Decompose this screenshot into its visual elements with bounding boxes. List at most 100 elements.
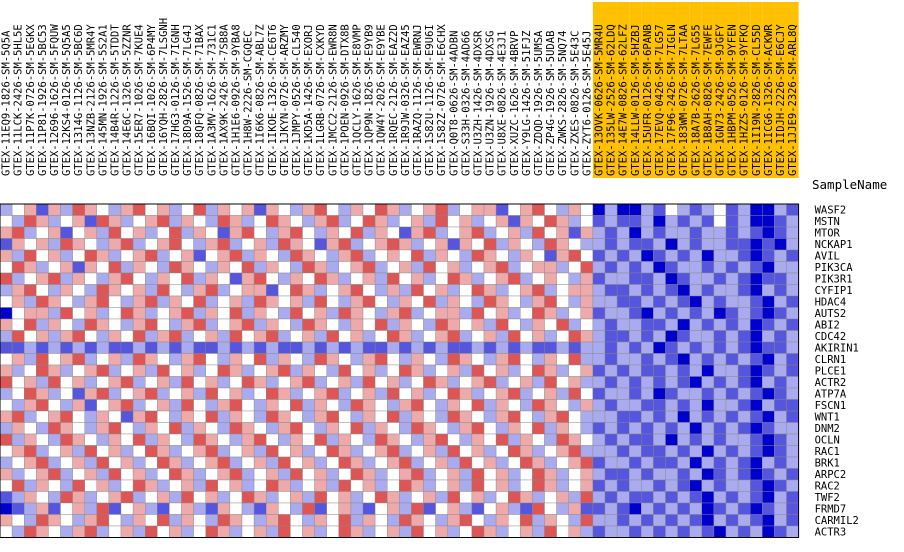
- heatmap-cell: [435, 215, 448, 228]
- heatmap-cell: [217, 330, 231, 343]
- heatmap-cell: [144, 284, 158, 297]
- heatmap-cell: [181, 272, 194, 285]
- heatmap-cell: [24, 284, 37, 297]
- heatmap-cell: [604, 456, 618, 469]
- heatmap-cell: [217, 491, 231, 504]
- heatmap-cell: [24, 272, 37, 285]
- heatmap-cell: [677, 364, 690, 377]
- heatmap-cell: [399, 399, 412, 412]
- heatmap-cell: [580, 479, 594, 492]
- heatmap-cell: [278, 341, 291, 354]
- heatmap-cell: [653, 433, 666, 446]
- heatmap-cell: [362, 272, 376, 285]
- heatmap-cell: [713, 399, 727, 412]
- heatmap-cell: [338, 445, 352, 458]
- heatmap-cell: [314, 502, 327, 515]
- heatmap-cell: [108, 215, 122, 228]
- heatmap-cell: [374, 468, 388, 481]
- heatmap-cell: [48, 376, 61, 389]
- heatmap-cell: [423, 433, 436, 446]
- heatmap-cell: [677, 238, 690, 251]
- heatmap-cell: [84, 249, 97, 262]
- heatmap-cell: [604, 364, 618, 377]
- heatmap-cell: [193, 468, 206, 481]
- heatmap-cell: [302, 422, 315, 435]
- heatmap-cell: [411, 445, 424, 458]
- heatmap-cell: [423, 226, 436, 239]
- heatmap-cell: [399, 330, 412, 343]
- heatmap-cell: [435, 387, 448, 400]
- heatmap-cell: [290, 215, 303, 228]
- heatmap-cell: [181, 468, 194, 481]
- heatmap-cell: [471, 226, 485, 239]
- heatmap-cell: [483, 433, 497, 446]
- heatmap-cell: [713, 445, 727, 458]
- heatmap-cell: [556, 226, 569, 239]
- heatmap-cell: [157, 249, 170, 262]
- heatmap-cell: [36, 514, 49, 527]
- heatmap-cell: [96, 307, 110, 320]
- heatmap-cell: [677, 261, 690, 274]
- heatmap-cell: [11, 341, 25, 354]
- heatmap-cell: [483, 502, 497, 515]
- heatmap-cell: [750, 284, 763, 297]
- heatmap-cell: [665, 272, 678, 285]
- heatmap-cell: [713, 514, 727, 527]
- heatmap-cell: [750, 410, 763, 423]
- heatmap-cell: [725, 456, 739, 469]
- heatmap-cell: [229, 341, 243, 354]
- heatmap-cell: [338, 261, 352, 274]
- heatmap-cell: [11, 410, 25, 423]
- heatmap-cell: [338, 226, 352, 239]
- heatmap-cell: [132, 341, 146, 354]
- heatmap-cell: [205, 307, 218, 320]
- heatmap-cell: [520, 330, 533, 343]
- heatmap-cell: [253, 272, 267, 285]
- heatmap-cell: [217, 445, 231, 458]
- heatmap-cell: [253, 525, 267, 538]
- heatmap-cell: [278, 399, 291, 412]
- heatmap-cell: [157, 387, 170, 400]
- heatmap-cell: [362, 502, 376, 515]
- heatmap-cell: [580, 364, 594, 377]
- heatmap-cell: [0, 238, 13, 251]
- heatmap-cell: [725, 226, 739, 239]
- heatmap-cell: [350, 261, 364, 274]
- heatmap-cell: [447, 261, 461, 274]
- heatmap-cell: [290, 433, 303, 446]
- heatmap-cell: [592, 468, 606, 481]
- heatmap-cell: [568, 376, 582, 389]
- heatmap-cell: [181, 215, 194, 228]
- heatmap-cell: [120, 353, 134, 366]
- heatmap-cell: [60, 387, 73, 400]
- heatmap-cell: [665, 502, 678, 515]
- heatmap-cell: [362, 330, 376, 343]
- heatmap-cell: [278, 330, 291, 343]
- heatmap-cell: [36, 433, 49, 446]
- heatmap-cell: [786, 284, 799, 297]
- heatmap-cell: [508, 410, 521, 423]
- heatmap-cell: [144, 307, 158, 320]
- heatmap-cell: [713, 261, 727, 274]
- heatmap-cell: [495, 433, 509, 446]
- heatmap-cell: [108, 468, 122, 481]
- heatmap-cell: [72, 215, 85, 228]
- heatmap-cell: [144, 238, 158, 251]
- heatmap-cell: [629, 364, 642, 377]
- heatmap-cell: [374, 399, 388, 412]
- heatmap-cell: [520, 284, 533, 297]
- heatmap-cell: [665, 238, 678, 251]
- heatmap-cell: [459, 514, 473, 527]
- heatmap-cell: [217, 318, 231, 331]
- heatmap-cell: [120, 215, 134, 228]
- heatmap-cell: [399, 307, 412, 320]
- heatmap-cell: [217, 525, 231, 538]
- heatmap-cell: [314, 491, 327, 504]
- heatmap-cell: [181, 284, 194, 297]
- heatmap-cell: [459, 203, 473, 216]
- heatmap-cell: [96, 387, 110, 400]
- heatmap-cell: [604, 249, 618, 262]
- heatmap-cell: [471, 238, 485, 251]
- column-label-background: [278, 2, 291, 178]
- heatmap-cell: [193, 399, 206, 412]
